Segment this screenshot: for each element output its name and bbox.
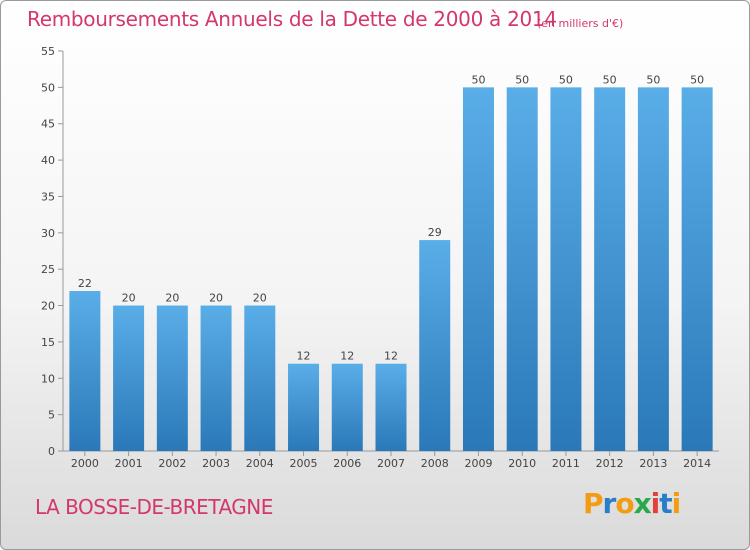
logo-letter: o: [615, 487, 634, 520]
logo-letter: i: [650, 487, 661, 520]
axes: 0 5 10 15 20 25 30 35 40 45 50 55 2000 2001 2002 2003 20…: [41, 45, 719, 470]
data-label: 20: [122, 292, 136, 305]
x-tick-label: 2000: [71, 457, 99, 470]
bar-2004: [244, 305, 276, 451]
logo-letter: t: [659, 487, 672, 520]
data-label: 50: [603, 73, 617, 86]
logo-letter: r: [602, 487, 617, 520]
bar-2012: [594, 87, 626, 451]
x-tick-label: 2014: [683, 457, 711, 470]
bar-2002: [156, 305, 188, 451]
y-tick-label: 0: [48, 445, 55, 458]
data-label: 20: [253, 292, 267, 305]
data-label: 50: [471, 73, 485, 86]
bar-2011: [550, 87, 582, 451]
data-label: 50: [690, 73, 704, 86]
data-label: 22: [78, 277, 92, 290]
bar-2010: [506, 87, 538, 451]
x-tick-label: 2009: [464, 457, 492, 470]
commune-name: LA BOSSE-DE-BRETAGNE: [35, 495, 273, 519]
logo-letter: P: [583, 487, 604, 520]
bar-2006: [331, 363, 363, 451]
x-tick-label: 2008: [421, 457, 449, 470]
logo-letter: i: [671, 487, 682, 520]
bar-2013: [637, 87, 669, 451]
proxiti-logo: Proxiti: [583, 487, 682, 520]
y-tick-label: 40: [41, 154, 55, 167]
x-tick-label: 2010: [508, 457, 536, 470]
x-tick-label: 2002: [158, 457, 186, 470]
x-tick-label: 2012: [596, 457, 624, 470]
x-tick-label: 2013: [639, 457, 667, 470]
bar-2000: [69, 291, 101, 451]
bar-2008: [419, 240, 451, 451]
data-label: 12: [340, 350, 354, 363]
data-label: 29: [428, 226, 442, 239]
bar-2009: [462, 87, 494, 451]
y-tick-label: 50: [41, 81, 55, 94]
y-tick-label: 10: [41, 372, 55, 385]
x-tick-label: 2006: [333, 457, 361, 470]
data-label: 12: [297, 350, 311, 363]
chart-title: Remboursements Annuels de la Dette de 20…: [27, 7, 557, 31]
data-label: 50: [646, 73, 660, 86]
x-tick-label: 2001: [115, 457, 143, 470]
y-tick-label: 5: [48, 409, 55, 422]
x-tick-label: 2003: [202, 457, 230, 470]
x-tick-label: 2007: [377, 457, 405, 470]
data-label: 12: [384, 350, 398, 363]
y-tick-label: 45: [41, 118, 55, 131]
data-label: 20: [165, 292, 179, 305]
data-label: 20: [209, 292, 223, 305]
y-tick-label: 35: [41, 190, 55, 203]
bar-2014: [681, 87, 713, 451]
x-tick-label: 2005: [290, 457, 318, 470]
logo-letter: x: [633, 487, 652, 520]
chart-subtitle: (en milliers d'€): [537, 17, 624, 30]
bar-2003: [200, 305, 232, 451]
bars: 22 20 20 20 20 12 12 12 29 50 50 50 50 50 50: [69, 73, 713, 451]
y-tick-label: 25: [41, 263, 55, 276]
bar-2005: [288, 363, 320, 451]
y-tick-label: 30: [41, 227, 55, 240]
data-label: 50: [559, 73, 573, 86]
x-tick-label: 2004: [246, 457, 274, 470]
data-label: 50: [515, 73, 529, 86]
x-tick-label: 2011: [552, 457, 580, 470]
y-tick-label: 55: [41, 45, 55, 58]
bar-2001: [113, 305, 145, 451]
y-tick-label: 15: [41, 336, 55, 349]
bar-2007: [375, 363, 407, 451]
y-tick-label: 20: [41, 300, 55, 313]
